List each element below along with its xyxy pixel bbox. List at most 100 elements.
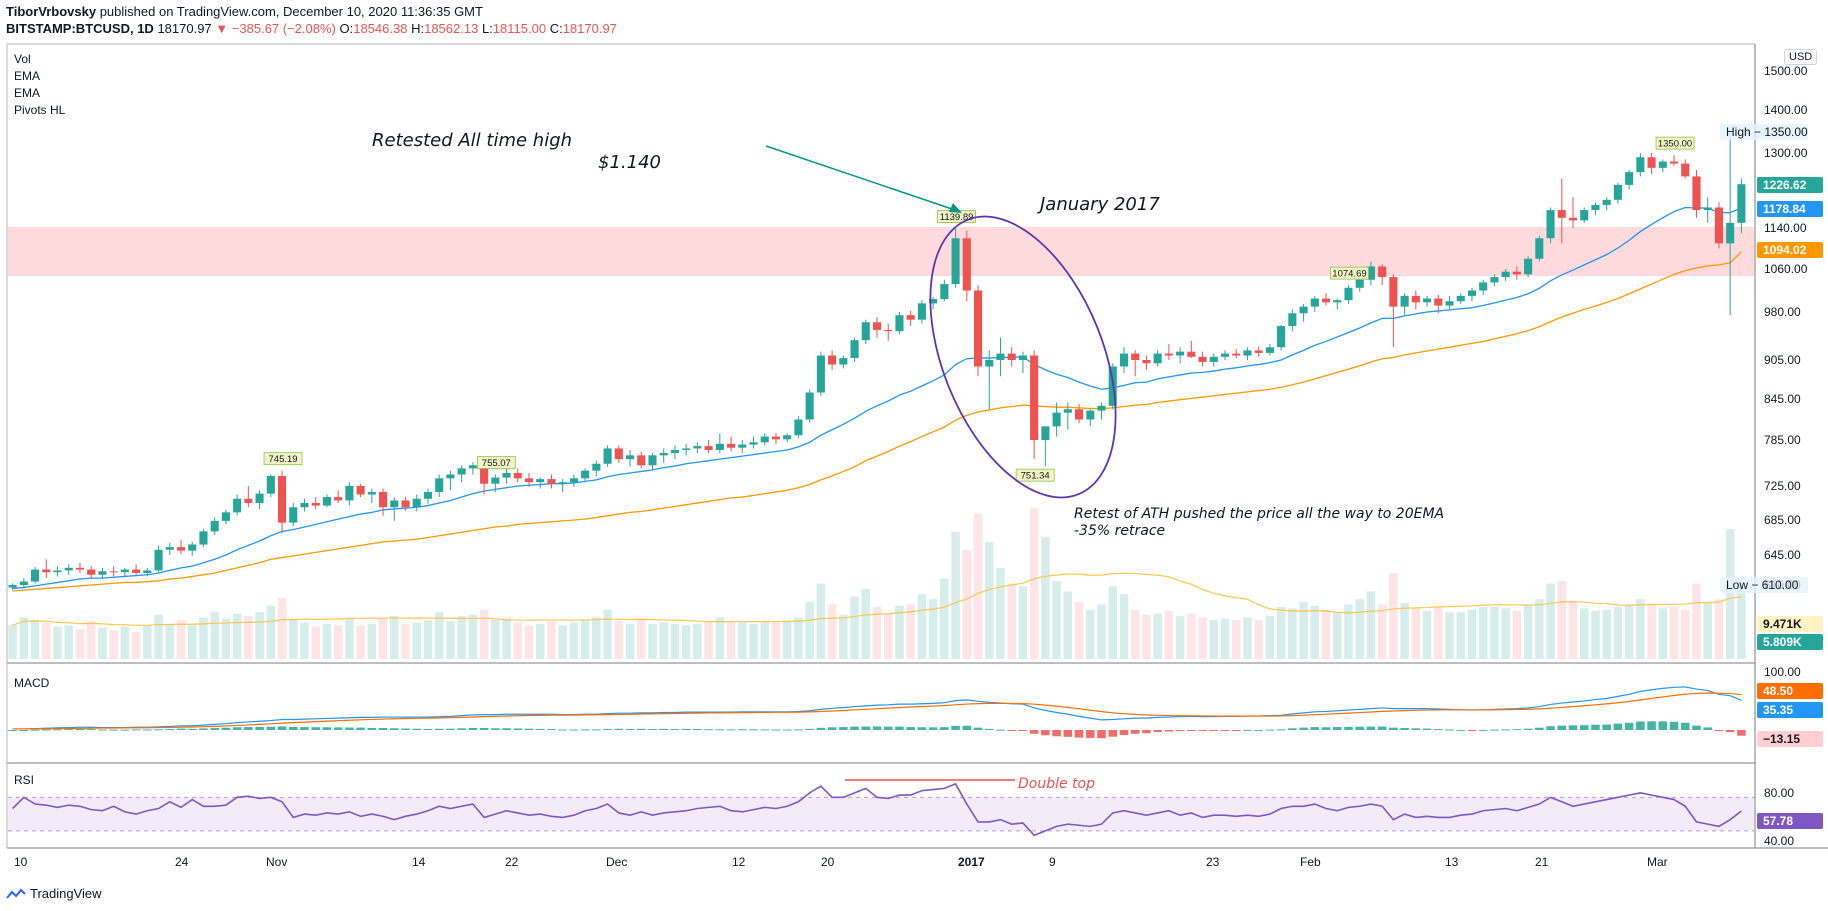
macd-histogram-bar: [1422, 728, 1432, 730]
macd-histogram-bar: [1692, 725, 1701, 730]
candle-body: [1557, 210, 1566, 218]
legend-ema-slow[interactable]: EMA: [14, 86, 41, 100]
macd-histogram-bar: [1220, 730, 1230, 731]
volume-bar: [726, 622, 736, 659]
candle-body: [895, 315, 904, 332]
candle-body: [536, 479, 545, 483]
volume-bar: [423, 620, 433, 659]
volume-bar: [1108, 586, 1118, 659]
volume-bar: [704, 621, 713, 659]
x-tick: 20: [821, 855, 835, 869]
macd-label-text: 35.35: [1763, 703, 1793, 717]
macd-histogram-bar: [322, 727, 332, 730]
price-label: Low − 610.00: [1720, 577, 1808, 593]
volume-bar: [962, 549, 972, 659]
macd-histogram-bar: [1602, 724, 1611, 730]
candle-body: [996, 353, 1005, 360]
candle-body: [1131, 353, 1140, 360]
macd-histogram-bar: [861, 726, 871, 730]
macd-histogram-bar: [255, 726, 264, 730]
rsi-label-text: 57.78: [1763, 814, 1793, 828]
candle-body: [906, 315, 915, 320]
macd-histogram-bar: [827, 727, 837, 730]
x-tick: 9: [1049, 855, 1056, 869]
tradingview-footer[interactable]: TradingView: [6, 886, 102, 901]
pivot-box: [1015, 468, 1055, 482]
low-value: 18115.00: [492, 21, 547, 36]
candle-body: [1411, 295, 1420, 303]
volume-bar: [244, 616, 253, 659]
arrow-head-icon: [949, 203, 962, 213]
candle-body: [1288, 313, 1297, 327]
retest-annotation-line1: Retest of ATH pushed the price all the w…: [1074, 506, 1445, 522]
macd-histogram-bar: [457, 728, 466, 730]
candle-body: [682, 448, 691, 450]
candle-body: [188, 544, 197, 551]
macd-histogram-bar: [165, 729, 175, 731]
volume-bar: [1501, 608, 1510, 659]
price-tick: 1400.00: [1764, 103, 1808, 117]
macd-histogram-bar: [1288, 728, 1297, 730]
candle-body: [1265, 347, 1274, 353]
volume-bar: [535, 623, 545, 659]
volume-bar: [670, 623, 680, 659]
volume-bar: [1456, 612, 1466, 659]
published-text: published on TradingView.com, December 1…: [99, 4, 483, 19]
legend-pivots[interactable]: Pivots HL: [14, 103, 66, 117]
price-tick: 1140.00: [1764, 221, 1807, 235]
macd-histogram-bar: [468, 727, 478, 730]
macd-histogram-bar: [1254, 729, 1263, 731]
macd-histogram-bar: [1198, 730, 1207, 731]
macd-histogram-bar: [984, 728, 994, 730]
pivot-text: 745.19: [269, 454, 298, 465]
candle-body: [1479, 282, 1488, 291]
currency-button[interactable]: USD: [1784, 49, 1818, 65]
candle-body: [1703, 207, 1712, 211]
rsi-band: [8, 797, 1754, 831]
volume-bar: [1512, 610, 1522, 659]
volume-bar: [513, 622, 523, 659]
macd-histogram-bar: [1063, 730, 1073, 737]
candle-body: [704, 446, 713, 450]
candle-body: [670, 449, 679, 454]
macd-histogram-bar: [771, 729, 781, 731]
retest-annotation-line2: -35% retrace: [1074, 523, 1166, 539]
macd-histogram-bar: [1153, 730, 1162, 733]
volume-bar: [165, 623, 175, 659]
pivot-label: 1074.69: [1330, 266, 1369, 280]
legend-vol[interactable]: Vol: [14, 52, 31, 66]
price-label: 1226.62: [1757, 177, 1823, 193]
candle-body: [345, 486, 354, 501]
candle-body: [1097, 405, 1106, 411]
rsi-value-label: 57.78: [1757, 813, 1823, 829]
macd-histogram-bar: [1355, 726, 1364, 730]
volume-bar: [895, 605, 904, 659]
candle-body: [1591, 204, 1600, 211]
rsi-label-bg: [1757, 813, 1823, 829]
candle-body: [491, 477, 500, 484]
macd-label-text: −13.15: [1763, 732, 1800, 746]
macd-histogram-bar: [681, 728, 691, 730]
macd-histogram-bar: [928, 727, 938, 730]
high-value: 18562.13: [424, 21, 479, 36]
macd-histogram-bar: [1647, 721, 1656, 730]
volume-bar: [479, 609, 489, 659]
macd-histogram-bar: [1714, 730, 1724, 732]
macd-label-bg: [1757, 683, 1823, 699]
candle-body: [480, 465, 489, 484]
volume-bar: [794, 617, 803, 659]
volume-bar: [1725, 529, 1735, 659]
volume-bar: [1029, 508, 1039, 659]
volume-bar: [580, 620, 590, 659]
down-triangle-icon: ▼: [215, 21, 229, 36]
symbol: BITSTAMP:BTCUSD, 1D: [6, 21, 154, 36]
pivot-text: 1350.00: [1658, 139, 1692, 150]
legend-ema-fast[interactable]: EMA: [14, 69, 41, 83]
x-tick: Dec: [606, 855, 627, 869]
author-name[interactable]: TiborVrbovsky: [6, 4, 97, 19]
volume-bar: [816, 583, 826, 659]
pivot-label: 755.07: [476, 456, 516, 469]
macd-histogram-bar: [1512, 729, 1522, 731]
macd-histogram-bar: [1299, 727, 1308, 730]
